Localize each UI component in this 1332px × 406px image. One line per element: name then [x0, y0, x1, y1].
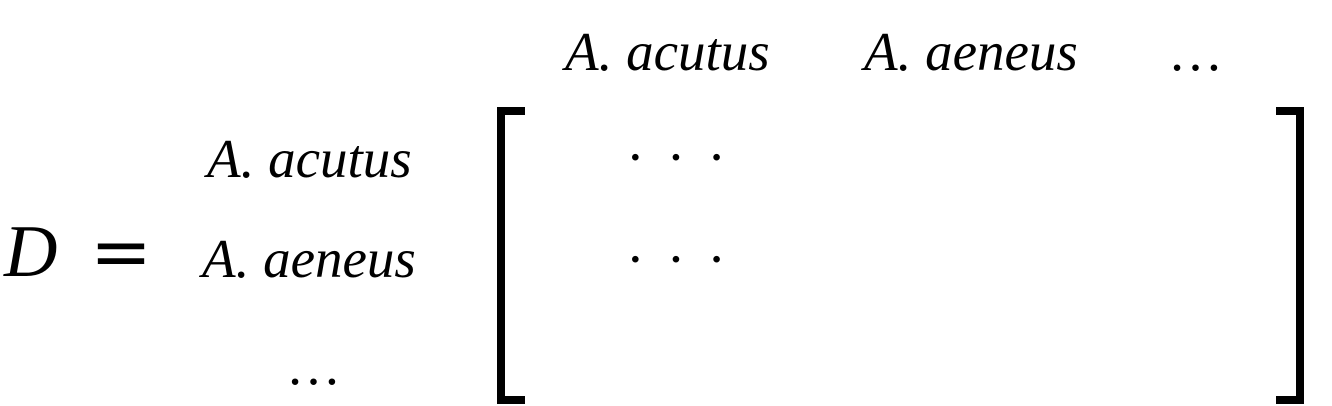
row-label-ellipsis: …: [290, 335, 339, 396]
column-header-ellipsis: …: [1172, 21, 1221, 82]
left-bracket: [497, 107, 525, 404]
column-header-acutus: A. acutus: [565, 21, 770, 82]
matrix-row-2-dots: · · ·: [626, 229, 730, 291]
column-header-aeneus: A. aeneus: [864, 21, 1078, 82]
row-label-aeneus: A. aeneus: [202, 228, 416, 289]
right-bracket: [1276, 107, 1304, 404]
matrix-symbol: D: [4, 211, 58, 293]
matrix-row-1-dots: · · ·: [626, 127, 730, 189]
equals-sign: =: [90, 209, 153, 295]
row-label-acutus: A. acutus: [207, 128, 412, 189]
